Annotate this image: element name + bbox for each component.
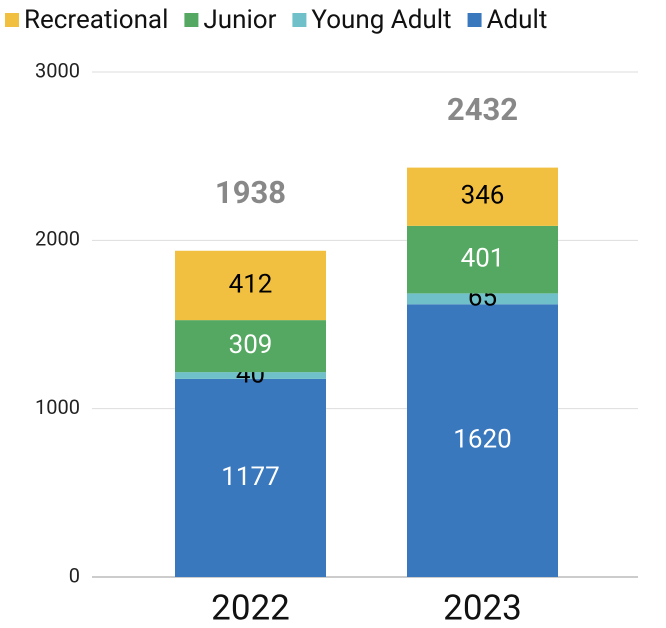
legend-swatch: [5, 13, 19, 27]
y-tick-label: 2000: [35, 227, 80, 251]
data-label: 412: [229, 269, 273, 299]
data-label: 401: [461, 243, 505, 273]
y-tick-label: 1000: [35, 395, 80, 419]
y-tick-label: 3000: [35, 58, 80, 82]
data-label: 346: [461, 181, 505, 211]
legend-swatch: [184, 13, 199, 27]
x-tick-label: 2023: [443, 587, 522, 628]
bar-segment: [407, 225, 558, 294]
legend-swatch: [292, 13, 307, 27]
data-label: 1620: [453, 425, 511, 455]
bar-segment: [175, 378, 326, 577]
total-label: 2432: [447, 91, 518, 128]
bar-segment: [407, 167, 558, 226]
legend-label: Junior: [203, 5, 276, 35]
total-label: 1938: [215, 174, 286, 211]
bar-segment: [175, 320, 326, 373]
data-label: 309: [229, 330, 273, 360]
legend-label: Recreational: [24, 5, 168, 35]
bar-segment: [407, 304, 558, 577]
bar-segment: [175, 250, 326, 321]
bar-segment: [407, 293, 558, 305]
bar-segment: [175, 372, 326, 379]
legend-label: Adult: [487, 5, 548, 35]
x-tick-label: 2022: [211, 587, 290, 628]
legend-label: Young Adult: [311, 5, 451, 35]
data-label: 1177: [221, 462, 279, 492]
legend-swatch: [467, 13, 482, 27]
y-tick-label: 0: [69, 563, 80, 587]
